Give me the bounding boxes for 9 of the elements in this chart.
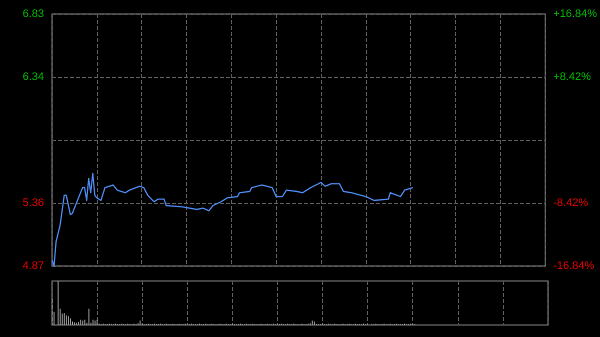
y-tick-label: 5.36 — [22, 197, 44, 209]
y-tick-label: 4.87 — [22, 260, 44, 272]
y2-tick-label: -16.84% — [553, 260, 594, 272]
y2-tick-label: +8.42% — [553, 71, 592, 83]
y2-tick-label: +16.84% — [553, 8, 598, 20]
y-tick-label: 6.34 — [22, 71, 44, 83]
line-series — [51, 172, 414, 267]
y-tick-label: 6.83 — [22, 8, 44, 20]
y2-tick-label: -8.42% — [553, 197, 588, 209]
